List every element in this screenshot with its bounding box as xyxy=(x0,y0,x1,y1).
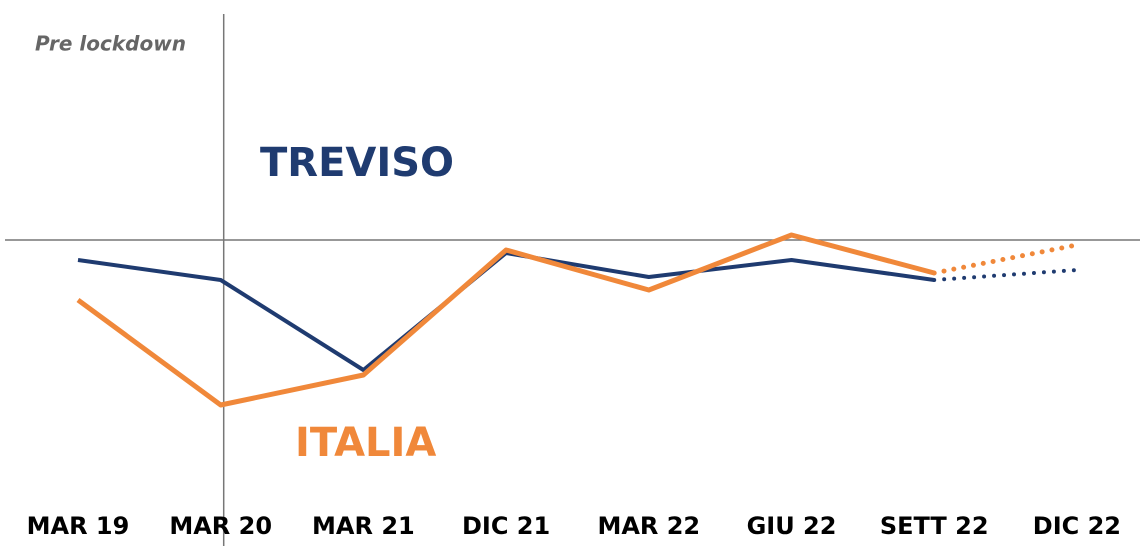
x-tick-label: GIU 22 xyxy=(747,512,837,540)
x-tick-label: DIC 22 xyxy=(1033,512,1121,540)
series-projection xyxy=(932,268,1079,282)
series-line xyxy=(76,232,935,408)
series-label: ITALIA xyxy=(295,420,436,466)
series-projection xyxy=(931,242,1080,276)
x-tick-label: DIC 21 xyxy=(462,512,550,540)
x-tick-label: MAR 22 xyxy=(597,512,700,540)
x-tick-label: MAR 20 xyxy=(169,512,272,540)
series-line xyxy=(77,251,935,372)
x-tick-label: SETT 22 xyxy=(880,512,989,540)
x-tick-label: MAR 21 xyxy=(312,512,415,540)
series-label: TREVISO xyxy=(260,140,454,186)
x-tick-label: MAR 19 xyxy=(27,512,130,540)
annotation: Pre lockdown xyxy=(35,32,186,56)
